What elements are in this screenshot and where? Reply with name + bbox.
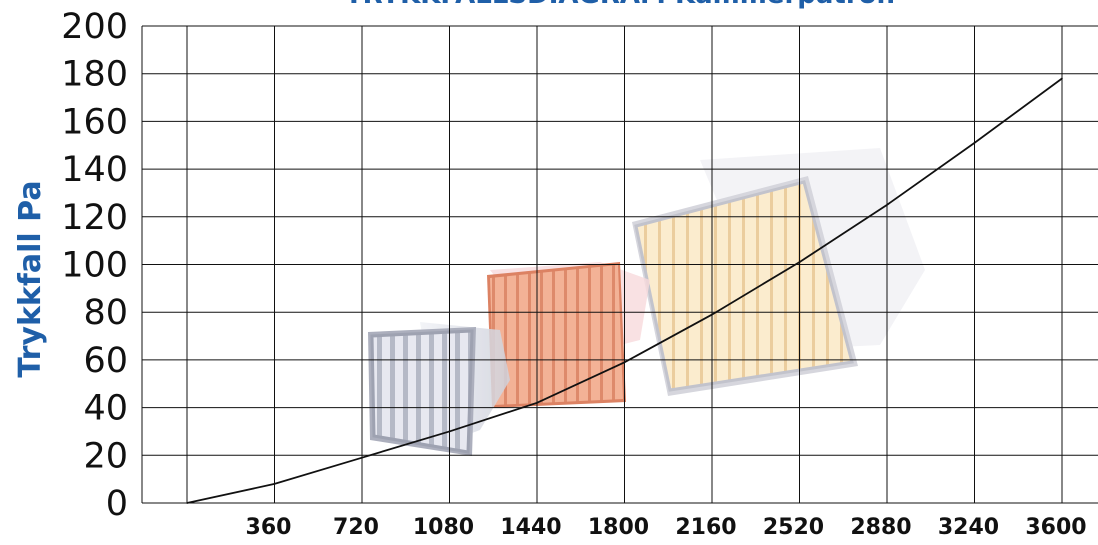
series-point (973, 142, 976, 144)
x-tick-label: 3600 (1025, 515, 1086, 540)
y-tick-label: 180 (61, 55, 128, 95)
series-point (623, 361, 626, 364)
series-point (1061, 77, 1063, 80)
filter-cartridges-illustration (368, 148, 925, 456)
x-tick-label: 1440 (500, 515, 561, 540)
series-point (798, 261, 801, 263)
y-tick-label: 160 (61, 102, 128, 142)
series-point (361, 456, 363, 459)
series-group (186, 77, 1063, 504)
orange-bag-filter-image (487, 262, 650, 408)
x-tick-label: 2160 (675, 515, 736, 540)
series-point (536, 402, 538, 404)
series-point (186, 502, 188, 504)
x-tick-label: 720 (333, 515, 379, 540)
y-axis-ticks: 0 20 40 60 80 100 120 140 160 180 200 (61, 7, 128, 524)
series-point (448, 430, 451, 433)
chart-title: TRYKKFALLSDIAGRAM Kammerpatron (345, 0, 895, 10)
y-tick-label: 20 (83, 436, 128, 476)
y-tick-label: 0 (106, 484, 128, 524)
y-axis-label: Trykkfall Pa (13, 180, 48, 377)
y-tick-label: 40 (83, 389, 128, 429)
series-point (273, 483, 276, 485)
y-tick-label: 200 (61, 7, 128, 47)
x-tick-label: 2520 (763, 515, 824, 540)
y-tick-label: 80 (83, 293, 128, 333)
y-tick-label: 100 (61, 246, 128, 286)
white-bag-filter-image (368, 322, 510, 456)
x-tick-label: 3240 (938, 515, 999, 540)
y-tick-label: 120 (61, 198, 128, 238)
series-point (711, 313, 713, 316)
x-axis-ticks: 360 720 1080 1440 1800 2160 2520 2880 3240 3600 (246, 515, 1087, 540)
y-tick-label: 60 (83, 341, 128, 381)
x-tick-label: 2880 (850, 515, 911, 540)
x-tick-label: 360 (246, 515, 292, 540)
yellow-bag-filter-image (632, 148, 925, 396)
x-tick-label: 1800 (588, 515, 649, 540)
x-tick-label: 1080 (413, 515, 474, 540)
y-tick-label: 140 (61, 150, 128, 190)
chart-gridlines (141, 25, 1098, 504)
series-point (886, 204, 888, 206)
